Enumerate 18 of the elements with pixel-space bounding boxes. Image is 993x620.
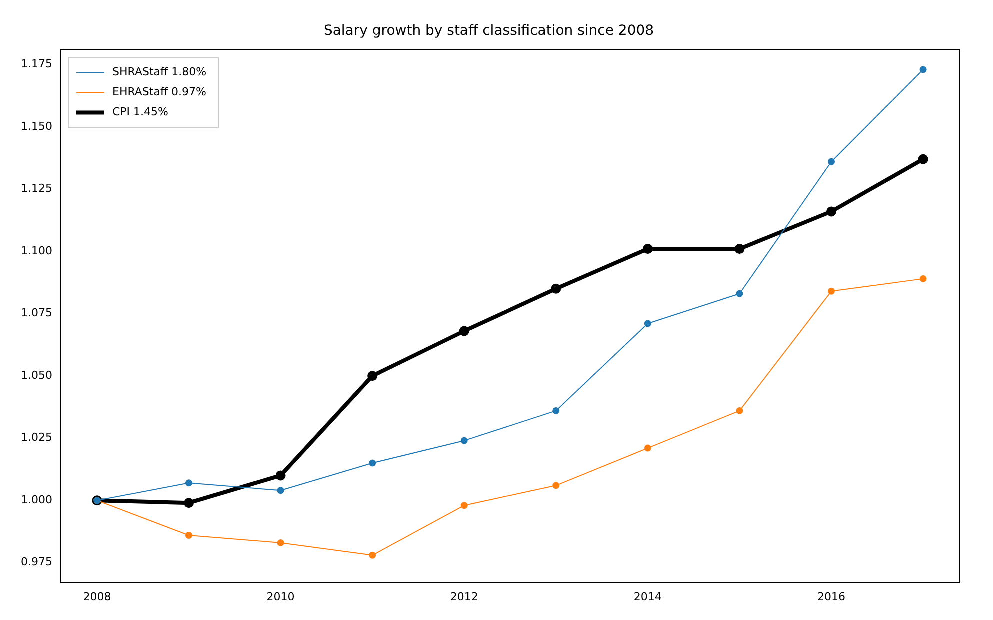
y-tick-label: 0.975 bbox=[20, 556, 52, 569]
legend-label: EHRAStaff 0.97% bbox=[112, 86, 206, 99]
y-tick-label: 1.125 bbox=[20, 182, 52, 196]
x-tick-label: 2010 bbox=[266, 590, 295, 604]
y-tick-label: 1.175 bbox=[20, 58, 52, 71]
y-tick-label: 1.150 bbox=[20, 120, 52, 133]
x-tick-label: 2012 bbox=[450, 590, 478, 604]
y-tick-label: 1.075 bbox=[20, 306, 52, 320]
x-tick-label: 2014 bbox=[634, 590, 662, 604]
legend-label: CPI 1.45% bbox=[112, 106, 168, 119]
x-tick-label: 2008 bbox=[83, 590, 112, 604]
x-tick-label: 2016 bbox=[818, 590, 846, 604]
chart-title: Salary growth by staff classification since 2008 bbox=[324, 23, 654, 40]
legend-label: SHRAStaff 1.80% bbox=[112, 66, 207, 79]
y-tick-label: 1.050 bbox=[20, 368, 52, 382]
y-tick-label: 1.100 bbox=[20, 244, 52, 258]
y-tick-label: 1.000 bbox=[20, 493, 52, 506]
y-tick-label: 1.025 bbox=[20, 431, 52, 444]
